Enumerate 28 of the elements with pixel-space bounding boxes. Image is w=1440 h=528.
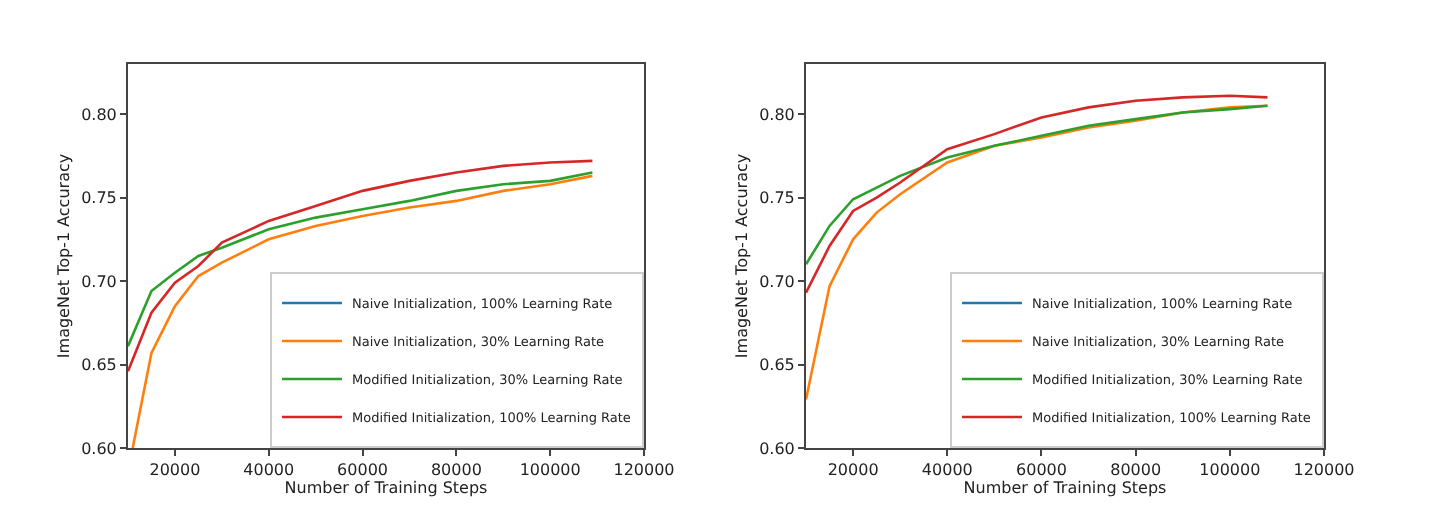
x-axis-title: Number of Training Steps xyxy=(963,479,1167,498)
x-tick-label: 20000 xyxy=(827,461,879,480)
line-series xyxy=(806,94,1269,295)
x-axis-title: Number of Training Steps xyxy=(284,479,488,498)
y-tick-label: 0.60 xyxy=(759,439,795,458)
y-tick-label: 0.65 xyxy=(81,356,117,375)
x-tick-label: 80000 xyxy=(1110,461,1162,480)
y-tick-label: 0.80 xyxy=(759,105,795,124)
x-tick-label: 40000 xyxy=(921,461,973,480)
y-tick-label: 0.75 xyxy=(81,189,117,208)
x-tick-label: 60000 xyxy=(1016,461,1067,480)
y-tick-label: 0.75 xyxy=(759,189,795,208)
x-tick-label: 120000 xyxy=(1293,461,1355,480)
y-tick-label: 0.80 xyxy=(81,105,117,124)
y-tick-label: 0.65 xyxy=(759,356,795,375)
x-tick-label: 100000 xyxy=(1199,461,1261,480)
y-axis-title: ImageNet Top-1 Accuracy xyxy=(54,153,73,359)
x-tick-label: 80000 xyxy=(430,461,482,480)
y-tick-label: 0.70 xyxy=(759,272,795,291)
x-tick-label: 40000 xyxy=(243,461,295,480)
line-series xyxy=(806,104,1269,266)
x-tick-label: 60000 xyxy=(337,461,388,480)
x-tick-label: 120000 xyxy=(613,461,675,480)
y-axis-title: ImageNet Top-1 Accuracy xyxy=(732,153,751,359)
x-tick-label: 100000 xyxy=(519,461,581,480)
y-tick-label: 0.60 xyxy=(81,439,117,458)
y-tick-label: 0.70 xyxy=(81,272,117,291)
x-tick-label: 20000 xyxy=(149,461,201,480)
